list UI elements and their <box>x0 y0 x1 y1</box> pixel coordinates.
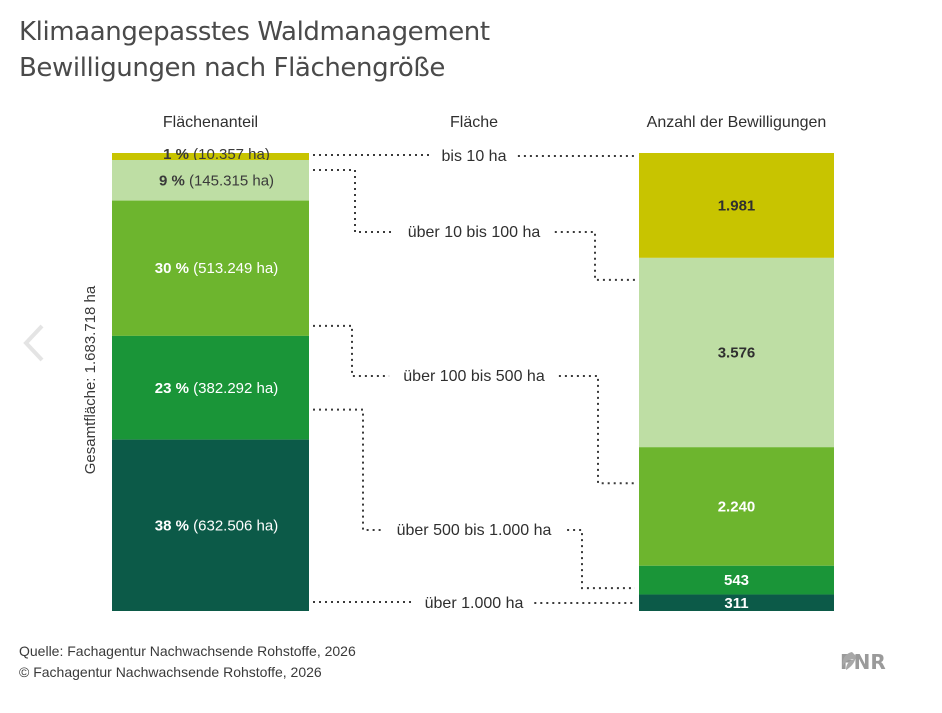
left-bar-segment <box>112 439 309 611</box>
right-bar-value-label: 311 <box>724 595 748 612</box>
left-bar-label: 30 % (513.249 ha) <box>155 260 278 277</box>
chevron-left-icon <box>23 324 44 362</box>
source-note: Quelle: Fachagentur Nachwachsende Rohsto… <box>19 643 356 659</box>
right-bar-header: Anzahl der Bewilligungen <box>647 114 827 131</box>
connector-line <box>313 324 390 377</box>
left-bar-header: Flächenanteil <box>163 114 258 131</box>
footer: Quelle: Fachagentur Nachwachsende Rohsto… <box>19 641 356 683</box>
title-line-2: Bewilligungen nach Flächengröße <box>19 53 446 83</box>
area-category-label: bis 10 ha <box>442 148 507 165</box>
fnr-logo: FNR <box>840 650 886 674</box>
connector-line <box>558 375 635 485</box>
right-bar-segment <box>639 594 834 611</box>
right-bar-value-label: 1.981 <box>718 197 756 214</box>
right-bar-segment <box>639 257 834 448</box>
left-bar-label: 23 % (382.292 ha) <box>155 380 278 397</box>
area-category-label: über 500 bis 1.000 ha <box>397 522 552 539</box>
right-bar-segment <box>639 153 834 258</box>
right-bar-value-label: 2.240 <box>718 498 756 515</box>
title-line-1: Klimaangepasstes Waldmanagement <box>19 17 490 47</box>
connector-line <box>567 529 635 590</box>
connector-line <box>313 408 381 531</box>
right-bar-value-label: 3.576 <box>718 345 756 362</box>
right-bar-segment <box>639 447 834 566</box>
area-category-label: über 100 bis 500 ha <box>403 368 545 385</box>
chart-title: Klimaangepasstes Waldmanagement Bewillig… <box>19 14 490 86</box>
copyright-note: © Fachagentur Nachwachsende Rohstoffe, 2… <box>19 664 322 680</box>
left-bar-segment <box>112 335 309 440</box>
fnr-logo-mark-icon <box>842 652 856 670</box>
middle-header: Fläche <box>450 114 498 131</box>
area-category-label: über 1.000 ha <box>425 595 524 612</box>
total-area-label: Gesamtfläche: 1.683.718 ha <box>82 285 99 474</box>
area-category-label: über 10 bis 100 ha <box>408 224 541 241</box>
left-bar-label: 38 % (632.506 ha) <box>155 517 278 534</box>
right-bar-segment <box>639 565 834 595</box>
left-bar-segment <box>112 153 309 160</box>
left-bar-segment <box>112 200 309 336</box>
left-bar-label: 9 % (145.315 ha) <box>159 172 274 189</box>
prev-slide-button[interactable] <box>18 318 52 368</box>
left-bar-label: 1 % (10.357 ha) <box>163 146 270 163</box>
right-bar-value-label: 543 <box>724 572 749 589</box>
connector-line <box>313 169 394 233</box>
connector-line <box>554 231 635 281</box>
left-bar-segment <box>112 160 309 201</box>
